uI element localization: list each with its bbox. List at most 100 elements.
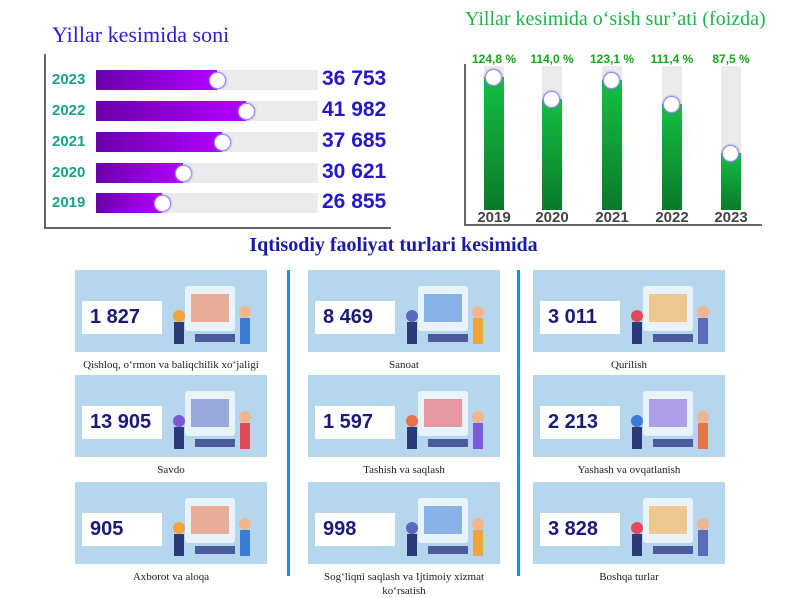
card-value: 998 — [315, 513, 395, 546]
card-value: 2 213 — [540, 406, 620, 439]
card-label: Sog‘liqni saqlash va Ijtimoiy xizmat ko‘… — [323, 571, 485, 597]
year-label: 2023 — [714, 209, 748, 226]
year-label: 2019 — [52, 194, 86, 211]
bar-track — [96, 101, 318, 121]
card-label: Yashash va ovqatlanish — [577, 464, 681, 476]
year-label: 2021 — [52, 133, 86, 150]
bar-value: 36 753 — [322, 67, 387, 90]
bar-value: 111,4 % — [650, 52, 694, 66]
year-label: 2020 — [52, 164, 86, 181]
bar-fill — [96, 132, 222, 152]
card-value: 905 — [82, 513, 162, 546]
right-chart-axes — [464, 64, 762, 226]
agriculture-illustration — [173, 286, 251, 344]
year-label: 2019 — [477, 209, 511, 226]
bar-fill — [96, 70, 217, 90]
bar-row-2019: 2019 26 855 — [52, 190, 392, 213]
activity-card: 998 — [308, 482, 500, 564]
analytics-illustration — [631, 498, 709, 556]
bar-row-2023: 2023 36 753 — [52, 67, 392, 90]
activity-card: 1 597 — [308, 375, 500, 457]
bar-value: 26 855 — [322, 190, 387, 213]
bar-fill — [721, 153, 741, 210]
bar-track — [484, 66, 504, 210]
bar-value: 87,5 % — [712, 52, 750, 66]
left-chart-axes — [44, 54, 391, 229]
card-value: 8 469 — [315, 301, 395, 334]
bar-value: 37 685 — [322, 129, 387, 152]
bar-fill — [96, 193, 162, 213]
card-value: 3 828 — [540, 513, 620, 546]
activity-card: 2 213 — [533, 375, 725, 457]
column-separator — [517, 270, 520, 576]
bar-value: 114,0 % — [530, 52, 574, 66]
bar-track — [542, 66, 562, 210]
bar-knob — [209, 72, 226, 89]
bar-fill — [602, 80, 622, 210]
activity-card: 8 469 — [308, 270, 500, 352]
bar-knob — [663, 96, 680, 113]
bar-column-2022: 111,4 % 2022 — [642, 52, 702, 232]
bar-fill — [96, 163, 183, 183]
card-label: Boshqa turlar — [599, 571, 659, 583]
bar-knob — [175, 165, 192, 182]
bar-fill — [96, 101, 246, 121]
bar-value: 123,1 % — [589, 52, 635, 66]
bar-column-2019: 124,8 % 2019 — [464, 52, 524, 232]
bar-knob — [722, 145, 739, 162]
bar-track — [96, 163, 318, 183]
bar-value: 41 982 — [322, 98, 387, 121]
bar-column-2021: 123,1 % 2021 — [582, 52, 642, 232]
activity-card: 3 828 — [533, 482, 725, 564]
card-value: 3 011 — [540, 301, 620, 334]
bar-track — [96, 70, 318, 90]
bar-column-2020: 114,0 % 2020 — [522, 52, 582, 232]
card-value: 1 597 — [315, 406, 395, 439]
year-label: 2023 — [52, 71, 86, 88]
right-chart-title: Yillar kesimida o‘sish sur’ati (foizda) — [465, 8, 766, 30]
activity-card: 905 — [75, 482, 267, 564]
card-label: Qishloq, o‘rmon va baliqchilik xo‘jaligi — [83, 359, 259, 371]
card-label: Tashish va saqlash — [363, 464, 445, 476]
year-label: 2022 — [52, 102, 86, 119]
section-title: Iqtisodiy faoliyat turlari kesimida — [249, 234, 538, 256]
bar-fill — [484, 77, 504, 210]
card-label: Sanoat — [389, 359, 419, 371]
activity-card: 13 905 — [75, 375, 267, 457]
bar-value: 124,8 % — [471, 52, 517, 66]
bar-knob — [543, 91, 560, 108]
transport-illustration — [406, 391, 484, 449]
bar-row-2021: 2021 37 685 — [52, 129, 392, 152]
activity-card: 3 011 — [533, 270, 725, 352]
bar-fill — [662, 104, 682, 210]
industry-illustration — [406, 286, 484, 344]
bar-track — [96, 132, 318, 152]
card-value: 13 905 — [82, 406, 162, 439]
bar-fill — [542, 99, 562, 210]
year-label: 2020 — [535, 209, 569, 226]
activity-card: 1 827 — [75, 270, 267, 352]
it-illustration — [173, 498, 251, 556]
bar-knob — [603, 72, 620, 89]
card-label: Qurilish — [610, 359, 648, 371]
food-service-illustration — [631, 391, 709, 449]
card-label: Savdo — [157, 464, 185, 476]
construction-illustration — [631, 286, 709, 344]
healthcare-illustration — [406, 498, 484, 556]
year-label: 2021 — [595, 209, 629, 226]
bar-knob — [485, 69, 502, 86]
bar-knob — [238, 103, 255, 120]
bar-value: 30 621 — [322, 160, 387, 183]
left-chart-title: Yillar kesimida soni — [52, 22, 230, 47]
bar-track — [96, 193, 318, 213]
bar-track — [602, 66, 622, 210]
card-label: Axborot va aloqa — [132, 571, 210, 583]
bar-track — [721, 66, 741, 210]
card-value: 1 827 — [82, 301, 162, 334]
bar-knob — [154, 195, 171, 212]
column-separator — [287, 270, 290, 576]
bar-track — [662, 66, 682, 210]
year-label: 2022 — [655, 209, 689, 226]
bar-row-2022: 2022 41 982 — [52, 98, 392, 121]
bar-row-2020: 2020 30 621 — [52, 160, 392, 183]
